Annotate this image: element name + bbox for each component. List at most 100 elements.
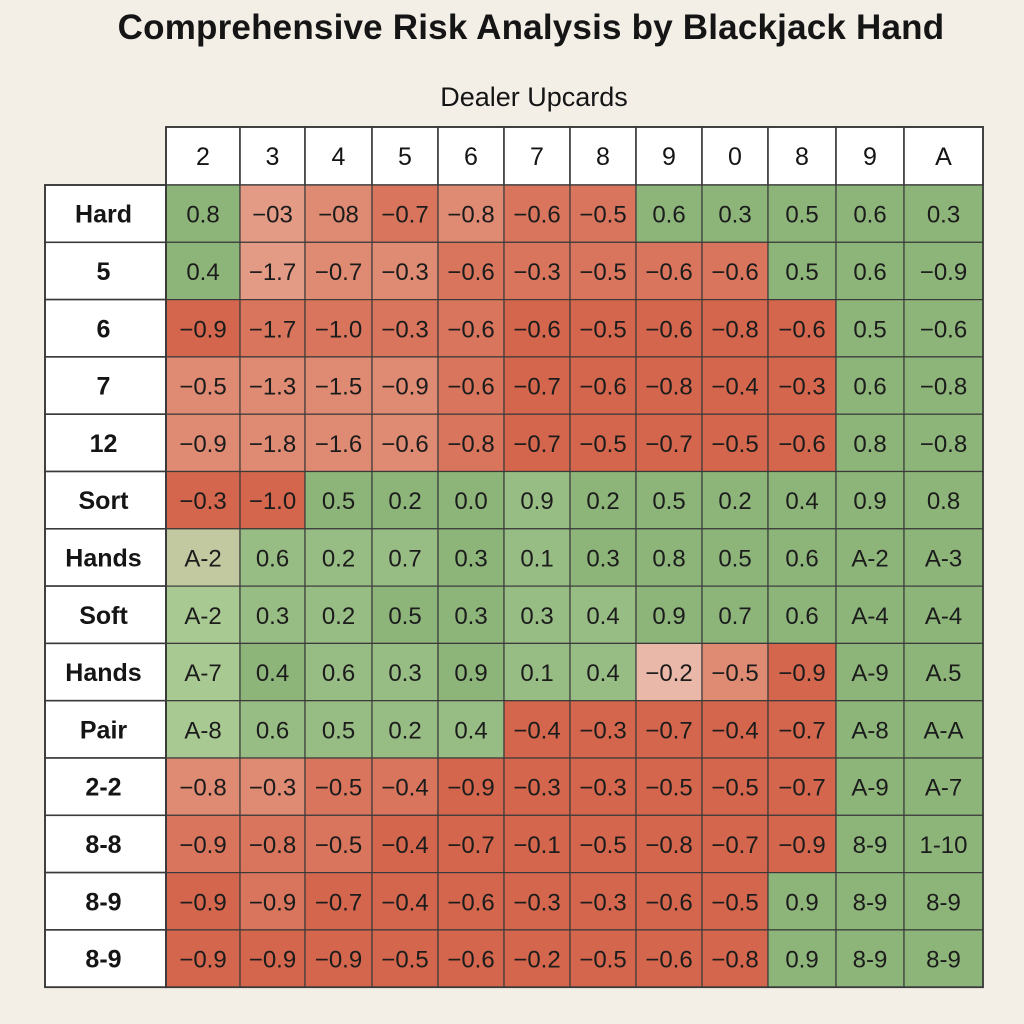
heatmap-cell-value: −0.5 (579, 947, 626, 974)
heatmap-cell (371, 757, 439, 816)
heatmap-cell (569, 413, 637, 473)
heatmap-cell (503, 757, 571, 816)
heatmap-cell-value: −1.0 (315, 316, 362, 343)
heatmap-cell-value: −0.9 (920, 259, 967, 286)
heatmap-cell (569, 241, 637, 301)
heatmap-cell (304, 356, 373, 415)
row-header-label: 12 (90, 430, 118, 458)
heatmap-cell-value: −0.4 (513, 717, 560, 744)
heatmap-cell (701, 814, 769, 874)
heatmap-cell (165, 184, 241, 243)
heatmap-cell-value: −0.5 (579, 316, 626, 343)
heatmap-cell-value: −0.7 (381, 202, 428, 229)
heatmap-cell (165, 241, 241, 301)
heatmap-cell (239, 356, 306, 415)
heatmap-cell (835, 413, 905, 473)
heatmap-cell-value: 0.9 (454, 660, 487, 687)
row-header-label: 8-9 (85, 946, 121, 974)
heatmap-cell-value: 0.6 (256, 717, 289, 744)
row-header-cell (44, 184, 167, 244)
heatmap-cell (635, 871, 703, 931)
heatmap-cell-value: −0.5 (579, 832, 626, 859)
heatmap-cell-value: −0.6 (778, 431, 825, 458)
heatmap-cell-value: A-7 (184, 660, 221, 687)
heatmap-cell-value: 8-9 (853, 832, 888, 859)
heatmap-cell-value: 0.2 (388, 717, 421, 744)
heatmap-cell (903, 356, 984, 415)
heatmap-cell (503, 241, 571, 301)
heatmap-cell (767, 757, 837, 816)
heatmap-cell (903, 241, 984, 301)
heatmap-cell-value: −0.8 (645, 832, 692, 859)
heatmap-cell-value: −0.3 (179, 488, 226, 515)
heatmap-cell-value: 0.4 (186, 259, 219, 286)
heatmap-cell-value: −0.5 (711, 431, 758, 458)
heatmap-cell-value: −0.4 (381, 775, 428, 802)
heatmap-cell-value: −0.3 (579, 889, 626, 916)
heatmap-cell-value: 0.5 (652, 488, 685, 515)
heatmap-cell-value: −0.7 (315, 889, 362, 916)
heatmap-cell (304, 929, 373, 988)
heatmap-cell (165, 814, 241, 874)
heatmap-cell-value: −0.5 (579, 431, 626, 458)
heatmap-cell (635, 585, 703, 644)
row-header-cell (44, 814, 167, 874)
heatmap-cell-value: −0.8 (447, 431, 494, 458)
heatmap-cell-value: −1.5 (315, 374, 362, 401)
heatmap-cell (701, 757, 769, 816)
heatmap-cell (767, 871, 837, 931)
heatmap-cell-value: −0.5 (579, 202, 626, 229)
row-header-label: Soft (79, 602, 128, 630)
heatmap-cell-value: 0.4 (586, 603, 619, 630)
heatmap-cell-value: 0.3 (454, 603, 487, 630)
heatmap-cell-value: 0.6 (853, 259, 886, 286)
heatmap-cell-value: −0.7 (315, 259, 362, 286)
heatmap-cell-value: 8-9 (853, 947, 888, 974)
heatmap-cell-value: 0.4 (256, 660, 289, 687)
heatmap-cell-value: 0.9 (785, 947, 818, 974)
heatmap-cell-value: −0.5 (711, 660, 758, 687)
heatmap-cell-value: A-8 (851, 717, 888, 744)
heatmap-cell-value: −0.3 (513, 775, 560, 802)
chart-title: Comprehensive Risk Analysis by Blackjack… (117, 8, 945, 47)
heatmap-cell-value: −1.0 (249, 488, 296, 515)
heatmap-cell-value: 0.8 (853, 431, 886, 458)
heatmap-cell (503, 528, 571, 587)
column-header-cell (569, 126, 637, 186)
heatmap-cell-value: 0.2 (718, 488, 751, 515)
heatmap-cell (569, 642, 637, 702)
column-header-label: 4 (332, 143, 346, 171)
heatmap-cell-value: −0.3 (381, 316, 428, 343)
heatmap-cell (767, 470, 837, 530)
heatmap-cell-value: −0.2 (513, 947, 560, 974)
heatmap-cell-value: −0.4 (711, 374, 758, 401)
heatmap-cell-value: 0.9 (853, 488, 886, 515)
heatmap-cell-value: A-4 (925, 603, 962, 630)
column-header-label: 8 (795, 143, 809, 171)
heatmap-cell (503, 299, 571, 358)
heatmap-cell-value: −0.9 (179, 889, 226, 916)
heatmap-cell (239, 585, 306, 644)
heatmap-cell (503, 642, 571, 702)
heatmap-cell-value: A-2 (184, 545, 221, 572)
heatmap-cell-value: −0.7 (513, 374, 560, 401)
heatmap-cell-value: −0.5 (645, 775, 692, 802)
heatmap-cell-value: −0.7 (711, 832, 758, 859)
row-header-label: Hard (75, 201, 132, 229)
heatmap-cell (437, 356, 505, 415)
heatmap-cell-value: 0.8 (186, 202, 219, 229)
heatmap-cell-value: −0.6 (447, 259, 494, 286)
heatmap-cell (635, 757, 703, 816)
heatmap-cell (239, 700, 306, 759)
heatmap-cell (569, 700, 637, 759)
heatmap-cell-value: −0.8 (249, 832, 296, 859)
column-group-label: Dealer Upcards (440, 82, 628, 112)
column-header-label: 5 (398, 143, 412, 171)
heatmap-cell-value: 0.3 (520, 603, 553, 630)
heatmap-cell-value: 0.9 (785, 889, 818, 916)
heatmap-cell-value: −0.6 (778, 316, 825, 343)
heatmap-cell-value: −0.3 (778, 374, 825, 401)
heatmap-cell (437, 929, 505, 988)
row-header-label: 6 (97, 315, 111, 343)
heatmap-cell (437, 700, 505, 759)
